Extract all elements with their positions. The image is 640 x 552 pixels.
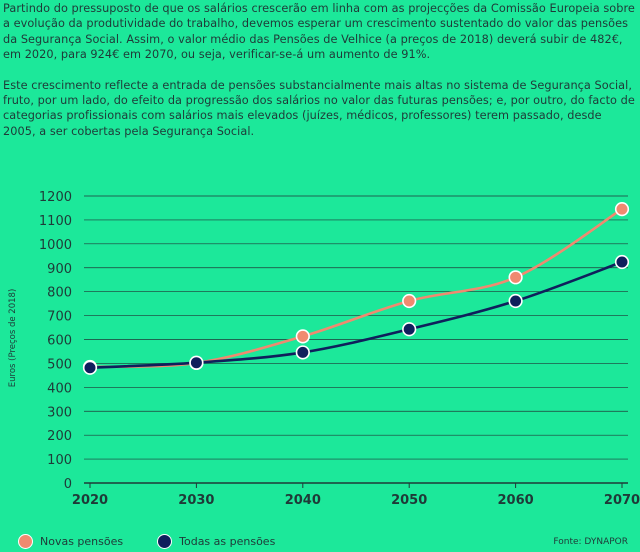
paragraph-1: Partindo do pressuposto de que os salári… [3,2,635,62]
chart-legend: Novas pensões Todas as pensões [18,534,275,549]
y-tick-label: 100 [47,453,72,468]
y-tick-labels: 0 100 200 300 400 500 600 700 800 900 1000 1100 1200 [39,190,72,492]
y-tick-label: 1000 [39,238,72,253]
data-point-novas [614,202,630,217]
series-lines [88,207,624,370]
grid-lines [84,195,628,484]
y-tick-label: 1100 [39,214,72,229]
paragraph-2: Este crescimento reflecte a entrada de p… [3,78,635,138]
y-axis-label: Euros (Preços de 2018) [8,289,18,388]
data-point-todas [82,360,98,375]
y-tick-label: 1200 [39,190,72,205]
data-point-novas [402,293,417,309]
source-note: Fonte: DYNAPOR [553,537,628,547]
legend-item-todas: Todas as pensões [157,534,275,549]
y-tick-label: 400 [47,381,72,396]
legend-item-novas: Novas pensões [18,534,123,549]
x-tick-label: 2070 [604,493,640,508]
x-tick-label: 2030 [178,493,214,508]
y-tick-label: 200 [47,429,72,444]
data-point-novas [295,329,310,344]
x-tick-label: 2050 [391,493,427,508]
data-point-todas [508,293,523,309]
x-tick-label: 2020 [72,493,108,508]
legend-label-novas: Novas pensões [40,535,124,548]
y-tick-label: 0 [64,477,72,492]
data-point-todas [614,254,630,270]
article-text: Partindo do pressuposto de que os salári… [3,1,637,154]
y-tick-label: 300 [47,405,72,420]
legend-marker-todas [157,534,173,549]
data-point-todas [295,345,310,360]
data-point-todas [402,322,417,337]
x-tick-label: 2060 [498,493,534,508]
data-point-novas [508,270,523,285]
y-tick-label: 800 [47,286,72,301]
series-line-novas [88,207,624,369]
y-tick-label: 500 [47,357,72,372]
data-point-todas [189,355,204,370]
legend-marker-novas [18,534,33,549]
y-tick-label: 900 [47,262,72,277]
y-tick-label: 700 [47,310,72,325]
x-tick-labels: 2020 2030 2040 2050 2060 2070 [72,483,640,508]
series-line-todas [88,260,624,370]
data-points [82,202,630,375]
x-tick-label: 2040 [285,493,321,508]
legend-label-todas: Todas as pensões [179,535,276,548]
y-tick-label: 600 [47,334,72,349]
